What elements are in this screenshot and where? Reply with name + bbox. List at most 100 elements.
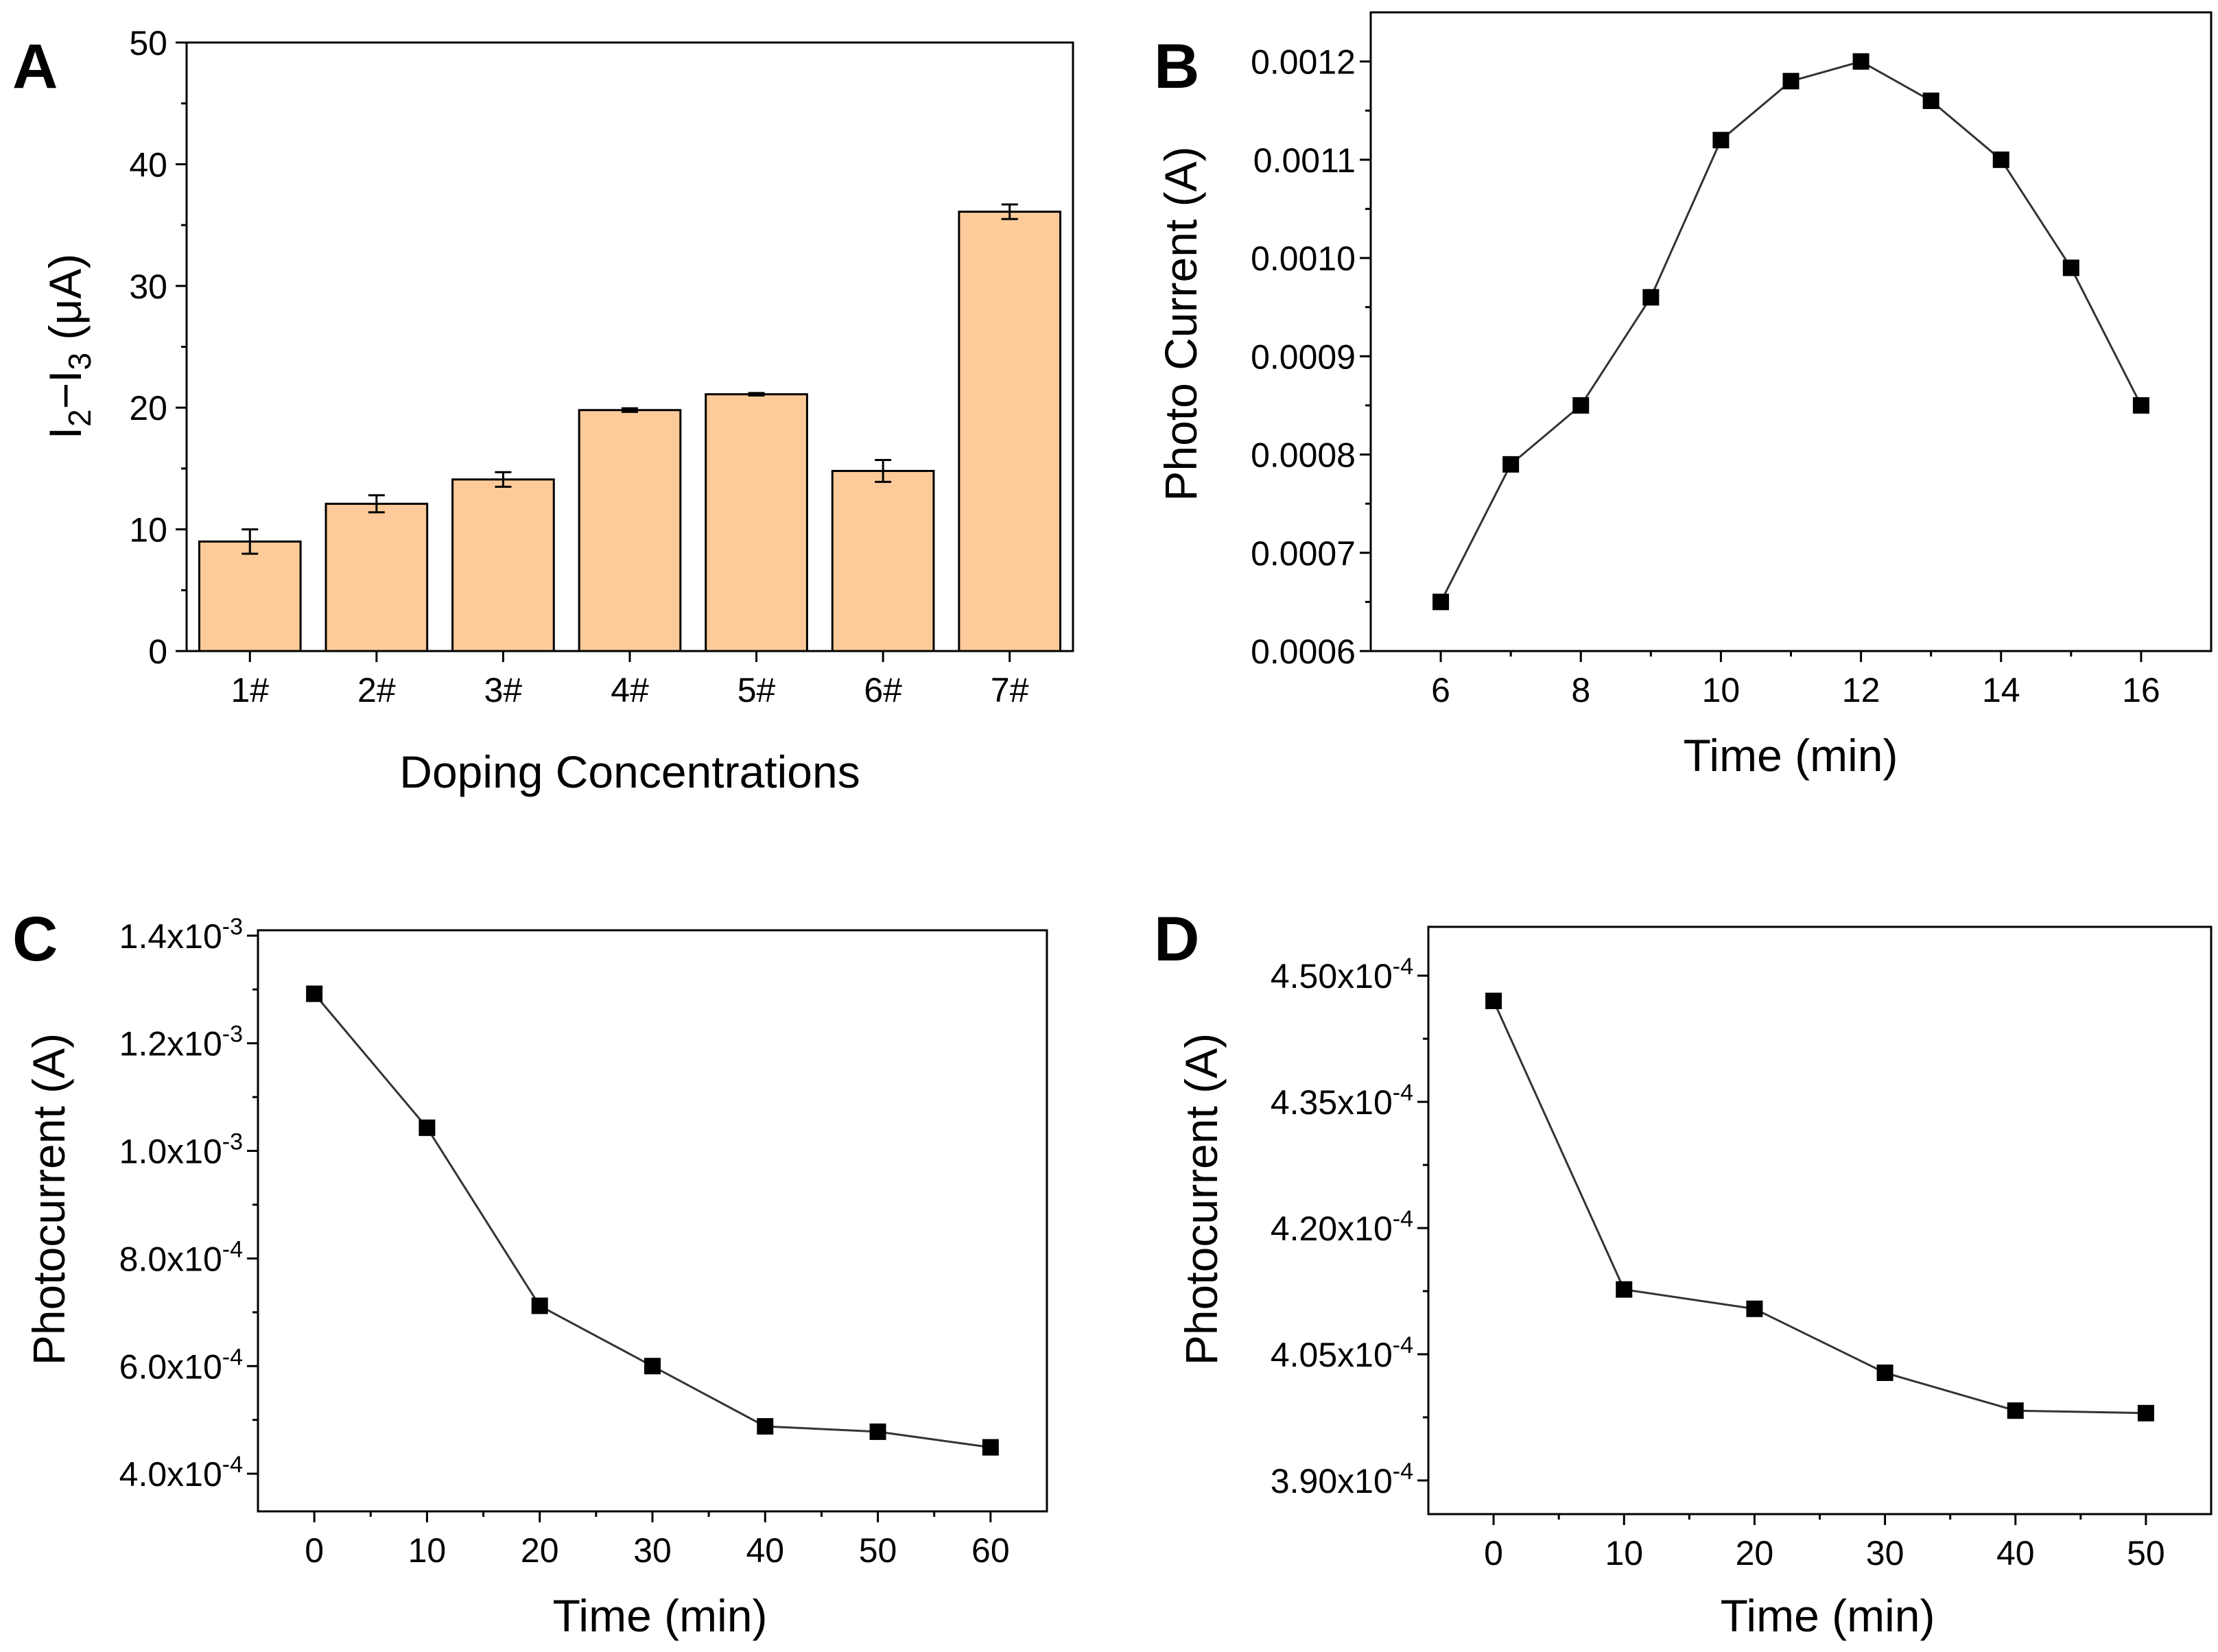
x-tick-label: 6 (1431, 671, 1450, 709)
y-tick-label: 4.0x10-4 (119, 1452, 243, 1494)
series (1432, 53, 2149, 611)
bar (198, 540, 302, 652)
data-point (1432, 593, 1450, 611)
tick-mantissa: 1.0x10 (119, 1133, 222, 1171)
x-tick-label: 10 (1605, 1534, 1643, 1572)
x-tick-label: 4# (611, 671, 649, 709)
bars (198, 211, 1062, 652)
data-point (1572, 397, 1590, 414)
x-axis-title: Time (min) (1721, 1590, 1935, 1641)
tick-mantissa: 4.35x10 (1271, 1083, 1393, 1122)
x-tick-label: 6# (864, 671, 902, 709)
tick-exponent: -4 (1393, 954, 1413, 980)
y-tick-label: 1.4x10-3 (119, 914, 243, 956)
y-tick-label: 3.90x10-4 (1271, 1459, 1413, 1500)
series (306, 985, 999, 1456)
x-axis: 0 10 20 30 40 50 60 (305, 1511, 1010, 1570)
x-tick-label: 2# (357, 671, 396, 709)
y-title-part: I (40, 427, 91, 439)
x-tick-label: 12 (1842, 671, 1880, 709)
x-tick-label: 0 (1484, 1534, 1503, 1572)
data-point (1746, 1300, 1763, 1317)
series (1485, 992, 2154, 1421)
x-axis: 0 10 20 30 40 50 (1484, 1514, 2165, 1572)
y-axis-title: Photocurrent (A) (1176, 1033, 1227, 1365)
x-tick-label: 0 (305, 1531, 324, 1570)
data-point (1782, 73, 1800, 90)
y-title-subscript: 3 (62, 353, 97, 370)
x-tick-label: 60 (971, 1531, 1010, 1570)
tick-exponent: -4 (222, 1452, 243, 1478)
x-tick-label: 50 (2127, 1534, 2165, 1572)
series-line (1492, 1000, 2146, 1415)
y-title-part: (μA) (40, 254, 91, 353)
y-tick-label: 4.05x10-4 (1271, 1332, 1413, 1374)
data-point (1485, 992, 1502, 1009)
y-tick-label: 0.0008 (1251, 436, 1356, 475)
bar (578, 409, 682, 652)
bar (705, 393, 808, 652)
y-tick-label: 0.0012 (1251, 43, 1356, 82)
panel-c: C 4.0x10-46.0x10-48.0x10-41.0x10-31.2x10… (12, 904, 1048, 1641)
panel-d: D 3.90x10-44.05x10-44.20x10-44.35x10-44.… (1154, 904, 2213, 1641)
tick-exponent: -4 (222, 1344, 243, 1370)
data-point (418, 1119, 436, 1136)
bar (325, 502, 429, 652)
y-axis-title: Photo Current (A) (1155, 146, 1206, 501)
y-tick-label: 40 (129, 145, 167, 184)
tick-mantissa: 1.2x10 (119, 1025, 222, 1063)
x-axis-title: Time (min) (1684, 730, 1898, 781)
bar (831, 469, 935, 652)
tick-exponent: -4 (1393, 1332, 1413, 1358)
data-point (531, 1297, 548, 1314)
data-point (1876, 1364, 1893, 1381)
x-tick-label: 10 (408, 1531, 447, 1570)
panel-letter-d: D (1154, 904, 1199, 974)
y-tick-label: 6.0x10-4 (119, 1344, 243, 1386)
data-point (2062, 259, 2079, 276)
x-tick-label: 10 (1702, 671, 1741, 709)
y-axis-title: I2−I3 (μA) (40, 254, 97, 440)
tick-exponent: -4 (1393, 1459, 1413, 1485)
data-point (1616, 1281, 1633, 1298)
y-tick-label: 10 (129, 511, 167, 550)
tick-exponent: -3 (222, 1022, 243, 1048)
y-tick-label: 0 (148, 633, 167, 671)
y-tick-label: 0.0007 (1251, 534, 1356, 573)
x-tick-label: 14 (1982, 671, 2020, 709)
y-tick-label: 4.35x10-4 (1271, 1080, 1413, 1122)
x-tick-label: 20 (1736, 1534, 1774, 1572)
tick-exponent: -3 (222, 1129, 243, 1155)
y-tick-label: 0.0010 (1251, 239, 1356, 278)
y-axis: 0 10 20 30 40 50 (129, 24, 187, 671)
data-point (1852, 53, 1869, 70)
y-axis: 4.0x10-46.0x10-48.0x10-41.0x10-31.2x10-3… (119, 914, 258, 1494)
tick-exponent: -4 (222, 1236, 243, 1262)
x-tick-label: 30 (1866, 1534, 1904, 1572)
panel-letter-b: B (1154, 32, 1199, 102)
y-tick-label: 0.0011 (1253, 141, 1356, 180)
y-tick-label: 50 (129, 24, 167, 62)
tick-mantissa: 6.0x10 (119, 1347, 222, 1386)
tick-mantissa: 8.0x10 (119, 1240, 222, 1278)
x-tick-label: 5# (738, 671, 776, 709)
data-point (1712, 132, 1730, 149)
data-point (644, 1358, 661, 1375)
y-axis: 3.90x10-44.05x10-44.20x10-44.35x10-44.50… (1271, 954, 1428, 1500)
bar (451, 478, 555, 652)
y-tick-label: 4.50x10-4 (1271, 954, 1413, 995)
x-tick-label: 8 (1571, 671, 1590, 709)
y-axis-title: Photocurrent (A) (23, 1033, 74, 1365)
data-point (982, 1439, 999, 1456)
x-axis-title: Time (min) (553, 1590, 768, 1641)
y-title-part: −I (40, 370, 91, 410)
data-point (869, 1423, 886, 1440)
panel-letter-a: A (12, 32, 58, 102)
tick-mantissa: 4.20x10 (1271, 1210, 1393, 1248)
y-tick-label: 1.0x10-3 (119, 1129, 243, 1171)
y-tick-label: 4.20x10-4 (1271, 1206, 1413, 1248)
x-tick-label: 30 (633, 1531, 672, 1570)
tick-mantissa: 4.05x10 (1271, 1336, 1393, 1374)
bar (958, 211, 1062, 652)
